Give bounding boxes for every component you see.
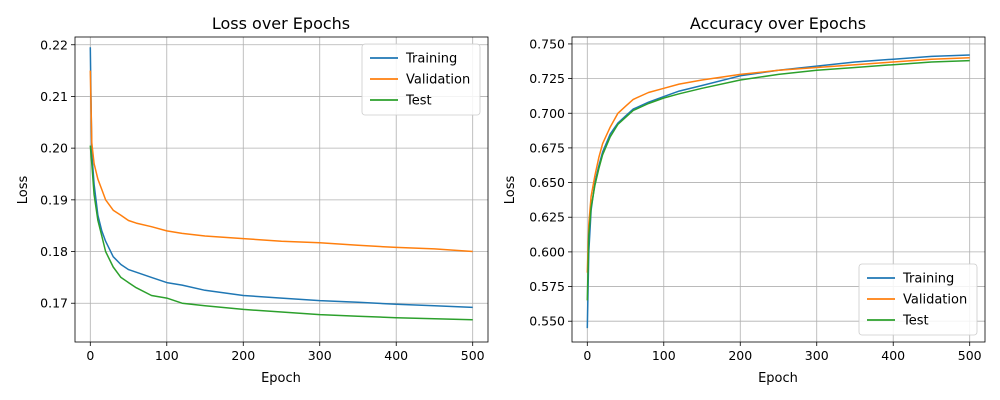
loss-series-training-line (89, 47, 473, 309)
loss-chart-title: Loss over Epochs (212, 14, 350, 33)
accuracy-series-test-line (586, 59, 970, 301)
accuracy-xtick-label-4: 400 (881, 348, 905, 363)
accuracy-xtick-label-2: 200 (728, 348, 752, 363)
loss-ytick-label-2: 0.19 (40, 192, 68, 207)
accuracy-ytick-label-8: 0.750 (529, 36, 565, 51)
loss-legend: Training Validation Test (361, 43, 481, 116)
loss-axes-frame (74, 36, 489, 343)
accuracy-axes-frame (571, 36, 986, 343)
loss-ytick-label-3: 0.20 (40, 141, 68, 156)
accuracy-ytick-label-3: 0.625 (529, 210, 565, 225)
accuracy-ytick-label-4: 0.650 (529, 175, 565, 190)
loss-xtick-label-3: 300 (308, 348, 332, 363)
loss-ytick-label-1: 0.18 (40, 244, 68, 259)
loss-series-test-line (89, 145, 473, 321)
loss-chart: Loss over Epochs Epoch Loss 0 100 200 300 40… (16, 14, 489, 386)
accuracy-ytick-label-6: 0.700 (529, 106, 565, 121)
loss-xtick-label-2: 200 (231, 348, 255, 363)
loss-legend-label-validation: Validation (406, 73, 470, 88)
loss-xtick-label-5: 500 (461, 348, 485, 363)
accuracy-ytick-label-2: 0.600 (529, 244, 565, 259)
loss-xtick-label-0: 0 (86, 348, 94, 363)
accuracy-xtick-label-1: 100 (652, 348, 676, 363)
loss-series-validation-line (89, 70, 473, 253)
accuracy-chart: Accuracy over Epochs Epoch Loss 0 100 200 3… (503, 14, 986, 386)
loss-xtick-label-1: 100 (155, 348, 179, 363)
accuracy-series-validation-line (586, 57, 970, 273)
loss-chart-xlabel: Epoch (261, 371, 301, 386)
loss-legend-label-test: Test (405, 94, 432, 109)
loss-chart-ylabel: Loss (16, 176, 31, 205)
accuracy-ytick-label-7: 0.725 (529, 71, 565, 86)
loss-ytick-label-0: 0.17 (40, 296, 68, 311)
accuracy-chart-title: Accuracy over Epochs (690, 14, 866, 33)
loss-legend-frame (361, 43, 481, 116)
accuracy-legend-label-training: Training (902, 272, 954, 287)
accuracy-chart-ylabel: Loss (503, 176, 518, 205)
accuracy-xtick-label-0: 0 (583, 348, 591, 363)
accuracy-ytick-label-0: 0.550 (529, 314, 565, 329)
loss-series (89, 47, 473, 321)
accuracy-ytick-label-5: 0.675 (529, 140, 565, 155)
accuracy-legend-frame (858, 263, 978, 336)
accuracy-legend: Training Validation Test (858, 263, 978, 336)
accuracy-legend-label-test: Test (902, 314, 929, 329)
accuracy-legend-label-validation: Validation (903, 293, 967, 308)
loss-xtick-label-4: 400 (384, 348, 408, 363)
accuracy-chart-xlabel: Epoch (758, 371, 798, 386)
loss-ytick-label-4: 0.21 (40, 89, 68, 104)
accuracy-xtick-label-5: 500 (958, 348, 982, 363)
loss-ytick-label-5: 0.22 (40, 37, 68, 52)
loss-grid (75, 37, 488, 342)
loss-legend-label-training: Training (405, 52, 457, 67)
accuracy-series (586, 54, 970, 329)
accuracy-xtick-label-3: 300 (805, 348, 829, 363)
accuracy-ytick-label-1: 0.575 (529, 279, 565, 294)
